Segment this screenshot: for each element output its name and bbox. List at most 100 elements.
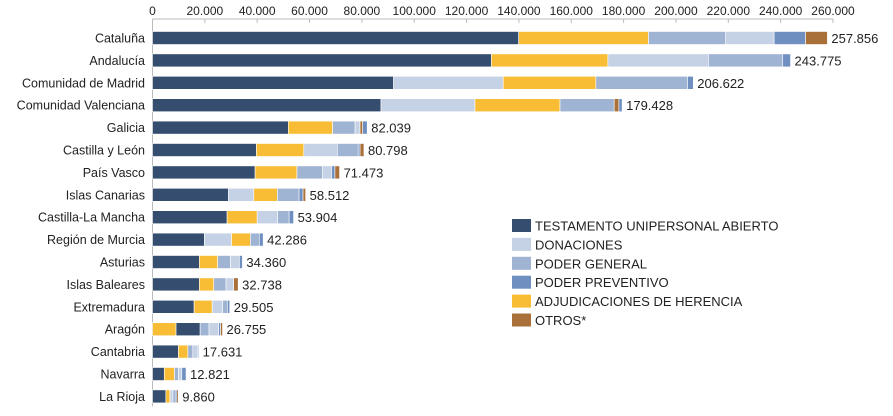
x-tick-label: 60.000 [291, 4, 328, 18]
bar-segment-adjudicaciones [253, 188, 278, 202]
bar-segment-adjudicaciones [256, 143, 305, 157]
x-tick-label: 100.000 [393, 4, 437, 18]
total-label: 42.286 [267, 233, 307, 248]
bar-segment-otros [220, 322, 223, 337]
bar-segment-preventivo [227, 299, 231, 314]
x-tick-label: 200.000 [654, 4, 698, 18]
total-label: 9.860 [182, 389, 215, 404]
bar-row: Extremadura 29.505 [73, 300, 273, 315]
bar-segment-donaciones [228, 188, 255, 202]
total-label: 206.622 [697, 76, 744, 91]
bar-row: Comunidad Valenciana 179.428 [17, 98, 673, 113]
bar-segment-testamento [152, 210, 228, 224]
total-label: 12.821 [190, 367, 230, 382]
x-tick-label: 220.000 [707, 4, 751, 18]
bar-row: Castilla-La Mancha 53.904 [38, 210, 337, 225]
bar-segment-donaciones [211, 299, 223, 314]
bar-segment-donaciones [230, 255, 240, 269]
total-label: 257.856 [831, 31, 878, 46]
bar-segment-testamento [152, 53, 492, 68]
bar-segment-testamento [152, 389, 167, 404]
legend-label: ADJUDICACIONES DE HERENCIA [535, 294, 743, 309]
bar-segment-preventivo [773, 31, 806, 45]
bar-segment-preventivo [362, 120, 368, 135]
x-tick-label: 240.000 [759, 4, 803, 18]
bar-segment-adjudicaciones [502, 76, 597, 90]
bar-row: Islas Canarias 58.512 [66, 188, 350, 203]
bar-segment-general [595, 76, 688, 90]
bar-segment-preventivo [782, 53, 791, 68]
category-label: Comunidad de Madrid [22, 76, 145, 90]
bar-segment-donaciones [225, 277, 234, 292]
category-label: Navarra [101, 368, 146, 382]
total-label: 71.473 [344, 165, 384, 180]
category-label: Asturias [100, 256, 145, 270]
legend-label: PODER GENERAL [535, 256, 647, 271]
bar-segment-otros [176, 389, 179, 404]
bar-segment-testamento [175, 322, 201, 337]
category-label: Islas Baleares [66, 278, 145, 292]
x-tick-label: 180.000 [602, 4, 646, 18]
bar-segment-adjudicaciones [163, 367, 175, 381]
total-label: 34.360 [246, 255, 286, 270]
bar-segment-otros [302, 188, 306, 202]
bar-row: Galicia 82.039 [107, 121, 411, 136]
bar-row: La Rioja 9.860 [99, 389, 215, 404]
category-label: Cantabria [91, 345, 145, 359]
legend-swatch-testamento [512, 219, 531, 232]
bar-segment-general [222, 299, 228, 314]
bar-segment-donaciones [303, 143, 338, 157]
legend-swatch-adjudicaciones [512, 294, 531, 308]
legend-swatch-general [512, 256, 531, 270]
bar-row: Castilla y León 80.798 [63, 143, 408, 158]
category-label: Castilla-La Mancha [38, 211, 145, 225]
bar-segment-testamento [152, 31, 519, 45]
bar-segment-testamento [152, 165, 256, 180]
bar-row: Islas Baleares 32.738 [66, 277, 281, 292]
x-tick-label: 20.000 [186, 4, 223, 18]
bar-row: Andalucía 243.775 [89, 53, 841, 68]
category-label: País Vasco [83, 166, 145, 180]
legend-label: DONACIONES [535, 237, 623, 252]
bar-segment-preventivo [258, 232, 264, 247]
total-label: 179.428 [626, 98, 673, 113]
bar-segment-otros [805, 31, 828, 45]
bar-segment-testamento [152, 277, 200, 292]
legend: TESTAMENTO UNIPERSONAL ABIERTO DONACIONES… [512, 219, 778, 328]
bar-segment-otros [334, 165, 340, 180]
bar-row: Aragón 26.755 [105, 322, 267, 337]
category-label: Comunidad Valenciana [17, 99, 145, 113]
legend-swatch-otros [512, 313, 531, 327]
bar-segment-otros [359, 120, 363, 135]
bar-row: Región de Murcia 42.286 [47, 233, 307, 248]
bar-segment-donaciones [204, 232, 232, 247]
bar-segment-adjudicaciones [193, 299, 213, 314]
x-tick-label: 40.000 [239, 4, 276, 18]
bar-segment-donaciones [178, 367, 183, 381]
bar-segment-preventivo [181, 367, 187, 381]
category-label: Galicia [107, 121, 145, 135]
bar-segment-testamento [152, 232, 205, 247]
bar-segment-general [217, 255, 231, 269]
bar-segment-general [174, 367, 179, 381]
bar-segment-testamento [152, 367, 165, 381]
bar-row: Cataluña 257.856 [95, 31, 878, 46]
total-label: 82.039 [371, 121, 411, 136]
bar-segment-donaciones [256, 210, 278, 224]
bar-segment-adjudicaciones [178, 344, 189, 359]
bar-segment-donaciones [607, 53, 709, 68]
bar-segment-testamento [152, 255, 200, 269]
bar-row: Cantabria 17.631 [91, 345, 243, 360]
bar-segment-donaciones [169, 389, 174, 404]
bar-segment-general [213, 277, 227, 292]
bar-segment-donaciones [380, 98, 476, 112]
bar-segment-testamento [152, 76, 394, 90]
bar-segment-general [187, 344, 194, 359]
bar-segment-otros [233, 277, 239, 292]
category-label: Castilla y León [63, 144, 145, 158]
bar-segment-adjudicaciones [226, 210, 258, 224]
bar-row: Comunidad de Madrid 206.622 [22, 76, 744, 91]
bar-segment-preventivo [298, 188, 304, 202]
category-label: La Rioja [99, 390, 145, 404]
